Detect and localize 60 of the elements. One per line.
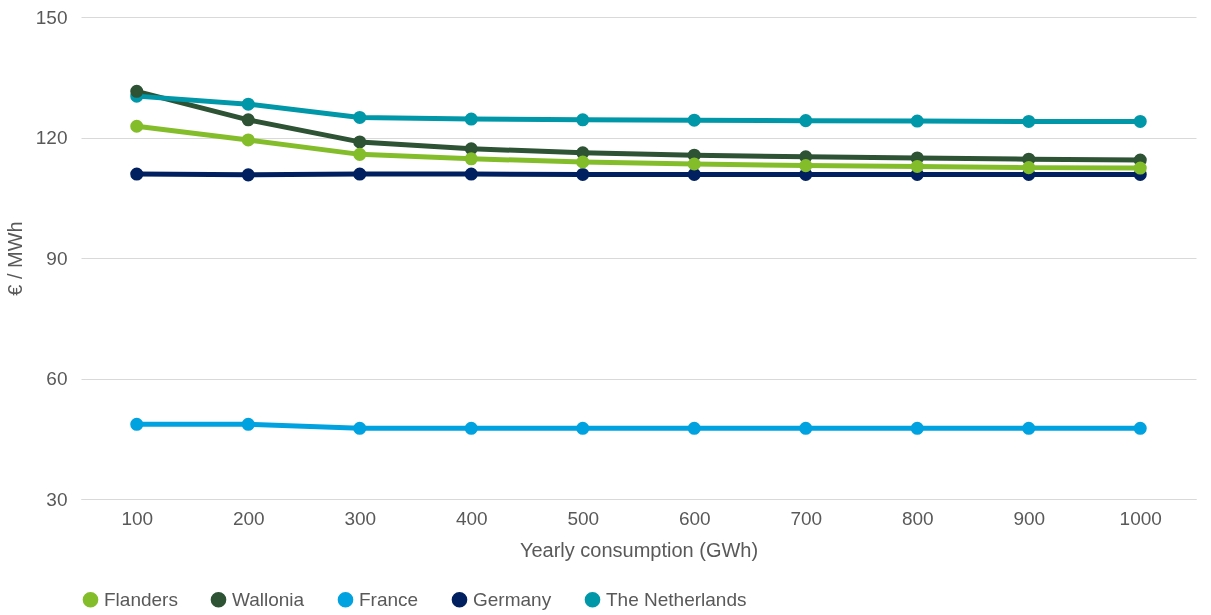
point bbox=[241, 97, 255, 111]
x-tick-label: 700 bbox=[790, 507, 823, 529]
point bbox=[241, 168, 255, 182]
x-tick-label: 400 bbox=[455, 507, 488, 529]
y-tick-label: 30 bbox=[46, 488, 68, 510]
point bbox=[353, 110, 367, 124]
y-tick-label: 120 bbox=[35, 127, 68, 148]
point bbox=[130, 417, 144, 431]
point bbox=[353, 147, 367, 161]
x-tick-label: 1000 bbox=[1119, 507, 1162, 529]
point bbox=[130, 84, 144, 98]
point bbox=[464, 167, 478, 181]
point bbox=[464, 421, 478, 435]
point bbox=[130, 119, 144, 133]
point bbox=[464, 112, 478, 126]
point bbox=[799, 421, 813, 435]
point bbox=[910, 114, 924, 128]
point bbox=[1133, 161, 1147, 175]
point bbox=[1133, 114, 1147, 128]
x-tick-label: 600 bbox=[678, 507, 711, 529]
y-tick-label: 150 bbox=[35, 6, 68, 28]
point bbox=[353, 421, 367, 435]
point bbox=[130, 167, 144, 181]
y-tick-label: 60 bbox=[46, 368, 68, 389]
point bbox=[241, 417, 255, 431]
x-tick-label: 500 bbox=[567, 507, 600, 529]
x-tick-label: 300 bbox=[344, 507, 377, 529]
x-tick-label: 100 bbox=[121, 507, 154, 529]
point bbox=[576, 155, 590, 169]
x-tick-label: 900 bbox=[1013, 507, 1046, 529]
legend-label: Flanders bbox=[104, 588, 178, 610]
x-axis-title: Yearly consumption (GWh) bbox=[519, 538, 759, 561]
x-tick-label: 800 bbox=[901, 507, 934, 529]
legend-label: The Netherlands bbox=[606, 588, 747, 610]
point bbox=[353, 167, 367, 181]
point bbox=[1022, 114, 1036, 128]
legend-label: Wallonia bbox=[232, 588, 305, 610]
point bbox=[687, 421, 701, 435]
point bbox=[910, 159, 924, 173]
point bbox=[687, 113, 701, 127]
point bbox=[576, 421, 590, 435]
y-tick-label: 90 bbox=[46, 247, 68, 269]
point bbox=[687, 157, 701, 171]
point bbox=[910, 421, 924, 435]
point bbox=[687, 167, 701, 181]
point bbox=[799, 159, 813, 173]
x-tick-label: 200 bbox=[232, 507, 265, 529]
point bbox=[1022, 421, 1036, 435]
point bbox=[241, 113, 255, 127]
legend-label: France bbox=[359, 588, 419, 610]
point bbox=[576, 167, 590, 181]
y-axis-title: € / MWh bbox=[3, 221, 26, 296]
point bbox=[1133, 421, 1147, 435]
point bbox=[799, 114, 813, 128]
point bbox=[353, 135, 367, 149]
point bbox=[241, 133, 255, 147]
point bbox=[1022, 161, 1036, 175]
legend-label: Germany bbox=[473, 588, 552, 610]
point bbox=[464, 152, 478, 166]
point bbox=[576, 113, 590, 127]
